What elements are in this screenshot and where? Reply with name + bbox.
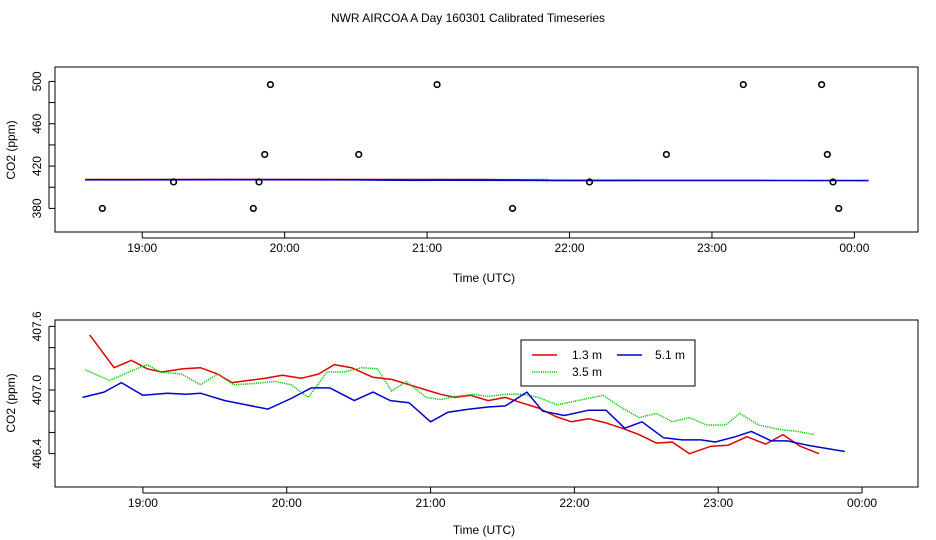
panel2-series bbox=[82, 334, 845, 455]
scatter-point bbox=[249, 204, 257, 213]
scatter-point bbox=[823, 150, 831, 159]
panel1-x-axis: 19:00 20:00 21:00 22:00 23:00 00:00 bbox=[127, 232, 870, 255]
legend-label-3-5m: 3.5 m bbox=[572, 365, 602, 379]
panel1-ylabel: CO2 (ppm) bbox=[4, 120, 18, 179]
scatter-point bbox=[433, 80, 441, 89]
x-tick-label: 00:00 bbox=[847, 496, 877, 510]
x-tick-label: 23:00 bbox=[697, 241, 727, 255]
y-tick-label: 500 bbox=[30, 71, 44, 91]
scatter-point bbox=[261, 150, 269, 159]
panel2-x-axis: 19:00 20:00 21:00 22:00 23:00 00:00 bbox=[128, 487, 877, 510]
scatter-point bbox=[266, 80, 275, 89]
y-tick-label: 407.0 bbox=[30, 375, 44, 405]
x-tick-label: 20:00 bbox=[272, 496, 302, 510]
scatter-point bbox=[829, 178, 837, 186]
scatter-point bbox=[739, 80, 747, 89]
x-tick-label: 19:00 bbox=[127, 241, 157, 255]
legend: 1.3 m 5.1 m 3.5 m bbox=[520, 339, 696, 387]
figure-title: NWR AIRCOA A Day 160301 Calibrated Times… bbox=[331, 11, 605, 25]
panel2-ylabel: CO2 (ppm) bbox=[4, 373, 18, 432]
x-tick-label: 22:00 bbox=[559, 496, 589, 510]
x-tick-label: 20:00 bbox=[270, 241, 300, 255]
scatter-point bbox=[98, 204, 106, 213]
series-line-3-5-m bbox=[85, 363, 815, 436]
y-tick-label: 406.4 bbox=[30, 438, 44, 468]
panel2-xlabel: Time (UTC) bbox=[453, 523, 515, 537]
scatter-point bbox=[169, 178, 178, 186]
series-line-1-3-m bbox=[89, 334, 820, 455]
y-tick-label: 380 bbox=[30, 198, 44, 218]
x-tick-label: 00:00 bbox=[839, 241, 869, 255]
y-tick-label: 420 bbox=[30, 156, 44, 176]
scatter-point bbox=[508, 204, 517, 213]
scatter-point bbox=[355, 150, 363, 159]
scatter-point bbox=[662, 150, 670, 159]
legend-label-1-3m: 1.3 m bbox=[572, 348, 602, 362]
panel1-xlabel: Time (UTC) bbox=[453, 271, 515, 285]
legend-box bbox=[520, 339, 696, 387]
panel2-frame bbox=[54, 319, 919, 488]
scatter-point bbox=[585, 178, 594, 186]
x-tick-label: 23:00 bbox=[703, 496, 733, 510]
x-tick-label: 22:00 bbox=[555, 241, 585, 255]
scatter-point bbox=[255, 178, 263, 186]
panel1-series bbox=[85, 178, 869, 182]
x-tick-label: 21:00 bbox=[412, 241, 442, 255]
panel1-frame bbox=[54, 66, 919, 233]
panel1-points bbox=[98, 80, 843, 213]
x-tick-label: 19:00 bbox=[128, 496, 158, 510]
scatter-point bbox=[835, 204, 843, 213]
series-line-5-1-m bbox=[85, 178, 869, 182]
scatter-point bbox=[818, 80, 826, 89]
panel2-y-axis: 406.4 407.0 407.6 bbox=[30, 311, 55, 469]
series-line-5-1-m bbox=[82, 381, 845, 453]
panel1-y-axis: 380 420 460 500 bbox=[30, 71, 55, 218]
y-tick-label: 460 bbox=[30, 113, 44, 133]
legend-label-5-1m: 5.1 m bbox=[655, 348, 685, 362]
x-tick-label: 21:00 bbox=[416, 496, 446, 510]
y-tick-label: 407.6 bbox=[30, 311, 44, 341]
